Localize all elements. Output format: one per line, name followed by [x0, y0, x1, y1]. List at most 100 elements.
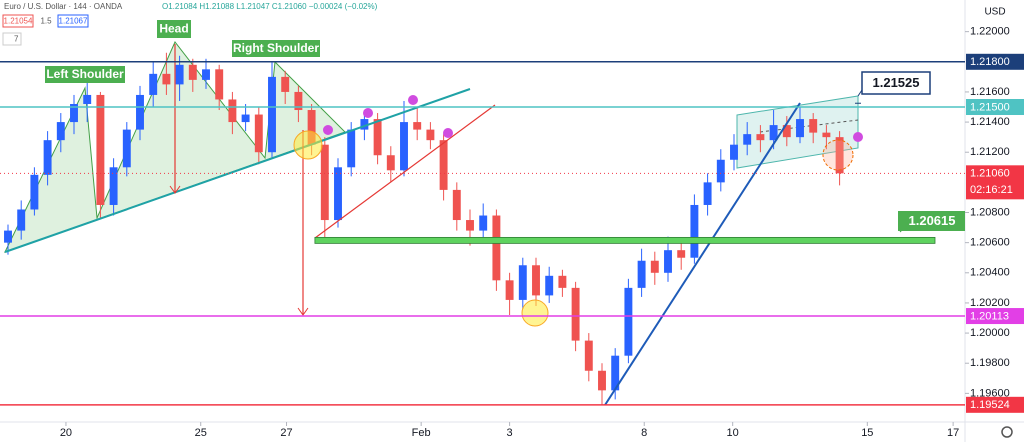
candle-body	[624, 287, 633, 356]
candle-body	[545, 275, 554, 296]
candle-body	[162, 73, 171, 85]
annotation-box	[45, 66, 125, 83]
candle-body	[743, 134, 752, 145]
event-marker	[853, 132, 863, 142]
candle-body	[70, 103, 78, 123]
candle-body	[492, 215, 501, 281]
candle-body	[56, 122, 65, 141]
y-tick-label: 1.20600	[970, 237, 1010, 249]
channel-mid	[759, 119, 859, 133]
candle-body	[782, 125, 791, 138]
candle-body	[730, 144, 738, 160]
level-label-bg	[966, 99, 1024, 116]
candle-body	[215, 69, 224, 100]
last-price-bg	[966, 165, 1024, 200]
settings-icon[interactable]	[1001, 426, 1013, 438]
candle-body	[664, 250, 672, 273]
candle-body	[136, 94, 144, 130]
highlight	[822, 139, 854, 171]
candle-body	[202, 69, 210, 80]
sell-price: 1.21054	[4, 17, 33, 26]
candle-body	[373, 119, 382, 156]
candle-body	[637, 260, 646, 288]
ohlc: O1.21084 H1.21088 L1.21047 C1.21060 −0.0…	[162, 2, 378, 11]
candle-body	[796, 119, 804, 138]
candle-body	[294, 91, 303, 111]
x-tick-label: 15	[861, 427, 873, 439]
candle-body	[598, 370, 606, 391]
candle-body	[30, 174, 39, 210]
indicators-count: 7	[14, 35, 19, 44]
candle-body	[756, 134, 765, 141]
candle-body	[122, 129, 131, 168]
candle-body	[175, 64, 184, 85]
x-tick-label: 8	[641, 427, 647, 439]
drawings: Left Shoulder Head Right Shoulder 1.2152…	[0, 20, 965, 406]
candle-body	[4, 230, 12, 243]
support-band	[314, 236, 936, 244]
plot-area	[4, 41, 859, 406]
event-marker	[408, 95, 418, 105]
level-label-bg	[966, 308, 1024, 325]
candle-body	[347, 129, 356, 168]
candle-body	[505, 280, 514, 300]
candle-body	[571, 287, 580, 341]
neckline	[4, 88, 471, 253]
y-tick-label: 1.19600	[970, 387, 1010, 399]
highlight	[293, 130, 323, 160]
currency: USD	[984, 7, 1005, 18]
candle-body	[466, 220, 474, 231]
indicators-toggle[interactable]	[2, 32, 22, 46]
level-label-bg	[966, 396, 1024, 413]
y-tick-label: 1.21400	[970, 116, 1010, 128]
sell-button[interactable]	[2, 14, 34, 28]
candle-body	[400, 122, 408, 171]
candle-body	[426, 129, 435, 141]
candle-body	[822, 132, 831, 138]
level-label: 1.19524	[970, 399, 1010, 411]
y-tick-label: 1.21600	[970, 86, 1010, 98]
symbol: Euro / U.S. Dollar · 144 · OANDA	[4, 2, 123, 11]
highlight	[521, 299, 549, 327]
last-price-label: 1.21060	[970, 168, 1010, 180]
candle-body	[386, 155, 395, 171]
candle-body	[43, 140, 52, 175]
arrow-head	[169, 185, 181, 194]
level-label-bg	[966, 53, 1024, 70]
level-label: 1.20113	[970, 310, 1009, 322]
callout-box	[898, 211, 965, 231]
candle-body	[690, 204, 699, 258]
y-tick-label: 1.21200	[970, 146, 1010, 158]
y-tick-label: 1.20000	[970, 327, 1010, 339]
y-tick-label: 1.20400	[970, 267, 1010, 279]
x-tick-label: 27	[280, 427, 292, 439]
x-tick-label: 17	[947, 427, 959, 439]
candle-body	[558, 275, 567, 288]
candle-body	[281, 76, 290, 92]
event-marker	[443, 128, 453, 138]
annotation-box	[232, 40, 320, 57]
candle-body	[241, 114, 250, 123]
candle-body	[677, 250, 686, 258]
y-tick-label: 1.20800	[970, 206, 1010, 218]
candle-body	[413, 122, 422, 130]
annotation: Left Shoulder	[46, 67, 124, 81]
candle-body	[532, 265, 540, 296]
candle-body	[809, 119, 818, 133]
candle-body	[228, 99, 237, 123]
candle-body	[17, 209, 26, 231]
buy-button[interactable]	[57, 14, 89, 28]
candle-body	[268, 76, 276, 153]
arrow-head	[297, 307, 309, 316]
annotation: Right Shoulder	[233, 41, 319, 55]
candle-body	[96, 94, 105, 205]
level-label: 1.21800	[970, 56, 1010, 68]
x-tick-label: 20	[60, 427, 72, 439]
callout-box	[861, 71, 931, 95]
x-tick-label: 3	[507, 427, 513, 439]
x-tick-label: 10	[727, 427, 739, 439]
trendline	[604, 102, 801, 406]
candle-body	[109, 167, 118, 205]
